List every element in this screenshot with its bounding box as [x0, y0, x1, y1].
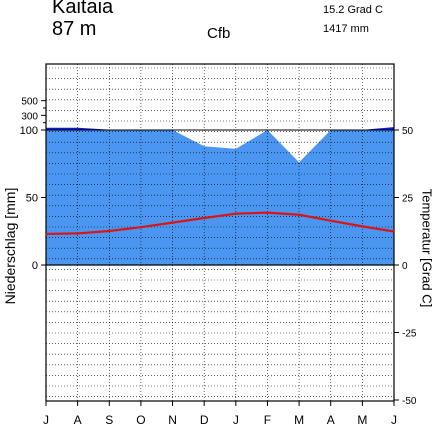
plot-frame: [45, 63, 395, 402]
month-label: S: [105, 413, 113, 427]
climate-class: Cfb: [207, 25, 231, 42]
temperature-tick-label: -25: [402, 329, 417, 340]
station-elevation: 87 m: [52, 18, 97, 40]
month-label: A: [327, 413, 335, 427]
station-name: Kaitaia: [52, 0, 114, 18]
y-axis-right-label: Temperatur [Grad C]: [419, 188, 435, 308]
precip-tick-label: 100: [20, 125, 38, 137]
month-label: N: [168, 413, 177, 427]
temperature-tick-label: 50: [402, 126, 414, 137]
precip-tick-label: 300: [21, 111, 38, 122]
month-label: M: [294, 413, 304, 427]
precip-tick-label: 500: [21, 97, 38, 108]
precip-area: [46, 130, 394, 265]
temperature-line: [45, 211, 395, 236]
mean-temperature: 15.2 Grad C: [323, 4, 383, 16]
temperature-tick-label: 25: [402, 194, 414, 205]
temperature-tick-label: -50: [402, 396, 417, 407]
month-label: O: [136, 413, 145, 427]
month-label: D: [200, 413, 209, 427]
month-label: J: [43, 413, 49, 427]
precip-tick-label: 50: [26, 193, 38, 205]
precip-tick-label: 0: [32, 260, 38, 272]
month-label: J: [233, 413, 239, 427]
annual-precipitation: 1417 mm: [323, 23, 369, 35]
month-label: M: [357, 413, 367, 427]
temperature-tick-label: 0: [402, 261, 408, 272]
y-axis-left-label: Niederschlag [mm]: [2, 187, 18, 305]
month-label: A: [74, 413, 82, 427]
month-label: F: [264, 413, 271, 427]
month-label: J: [391, 413, 397, 427]
